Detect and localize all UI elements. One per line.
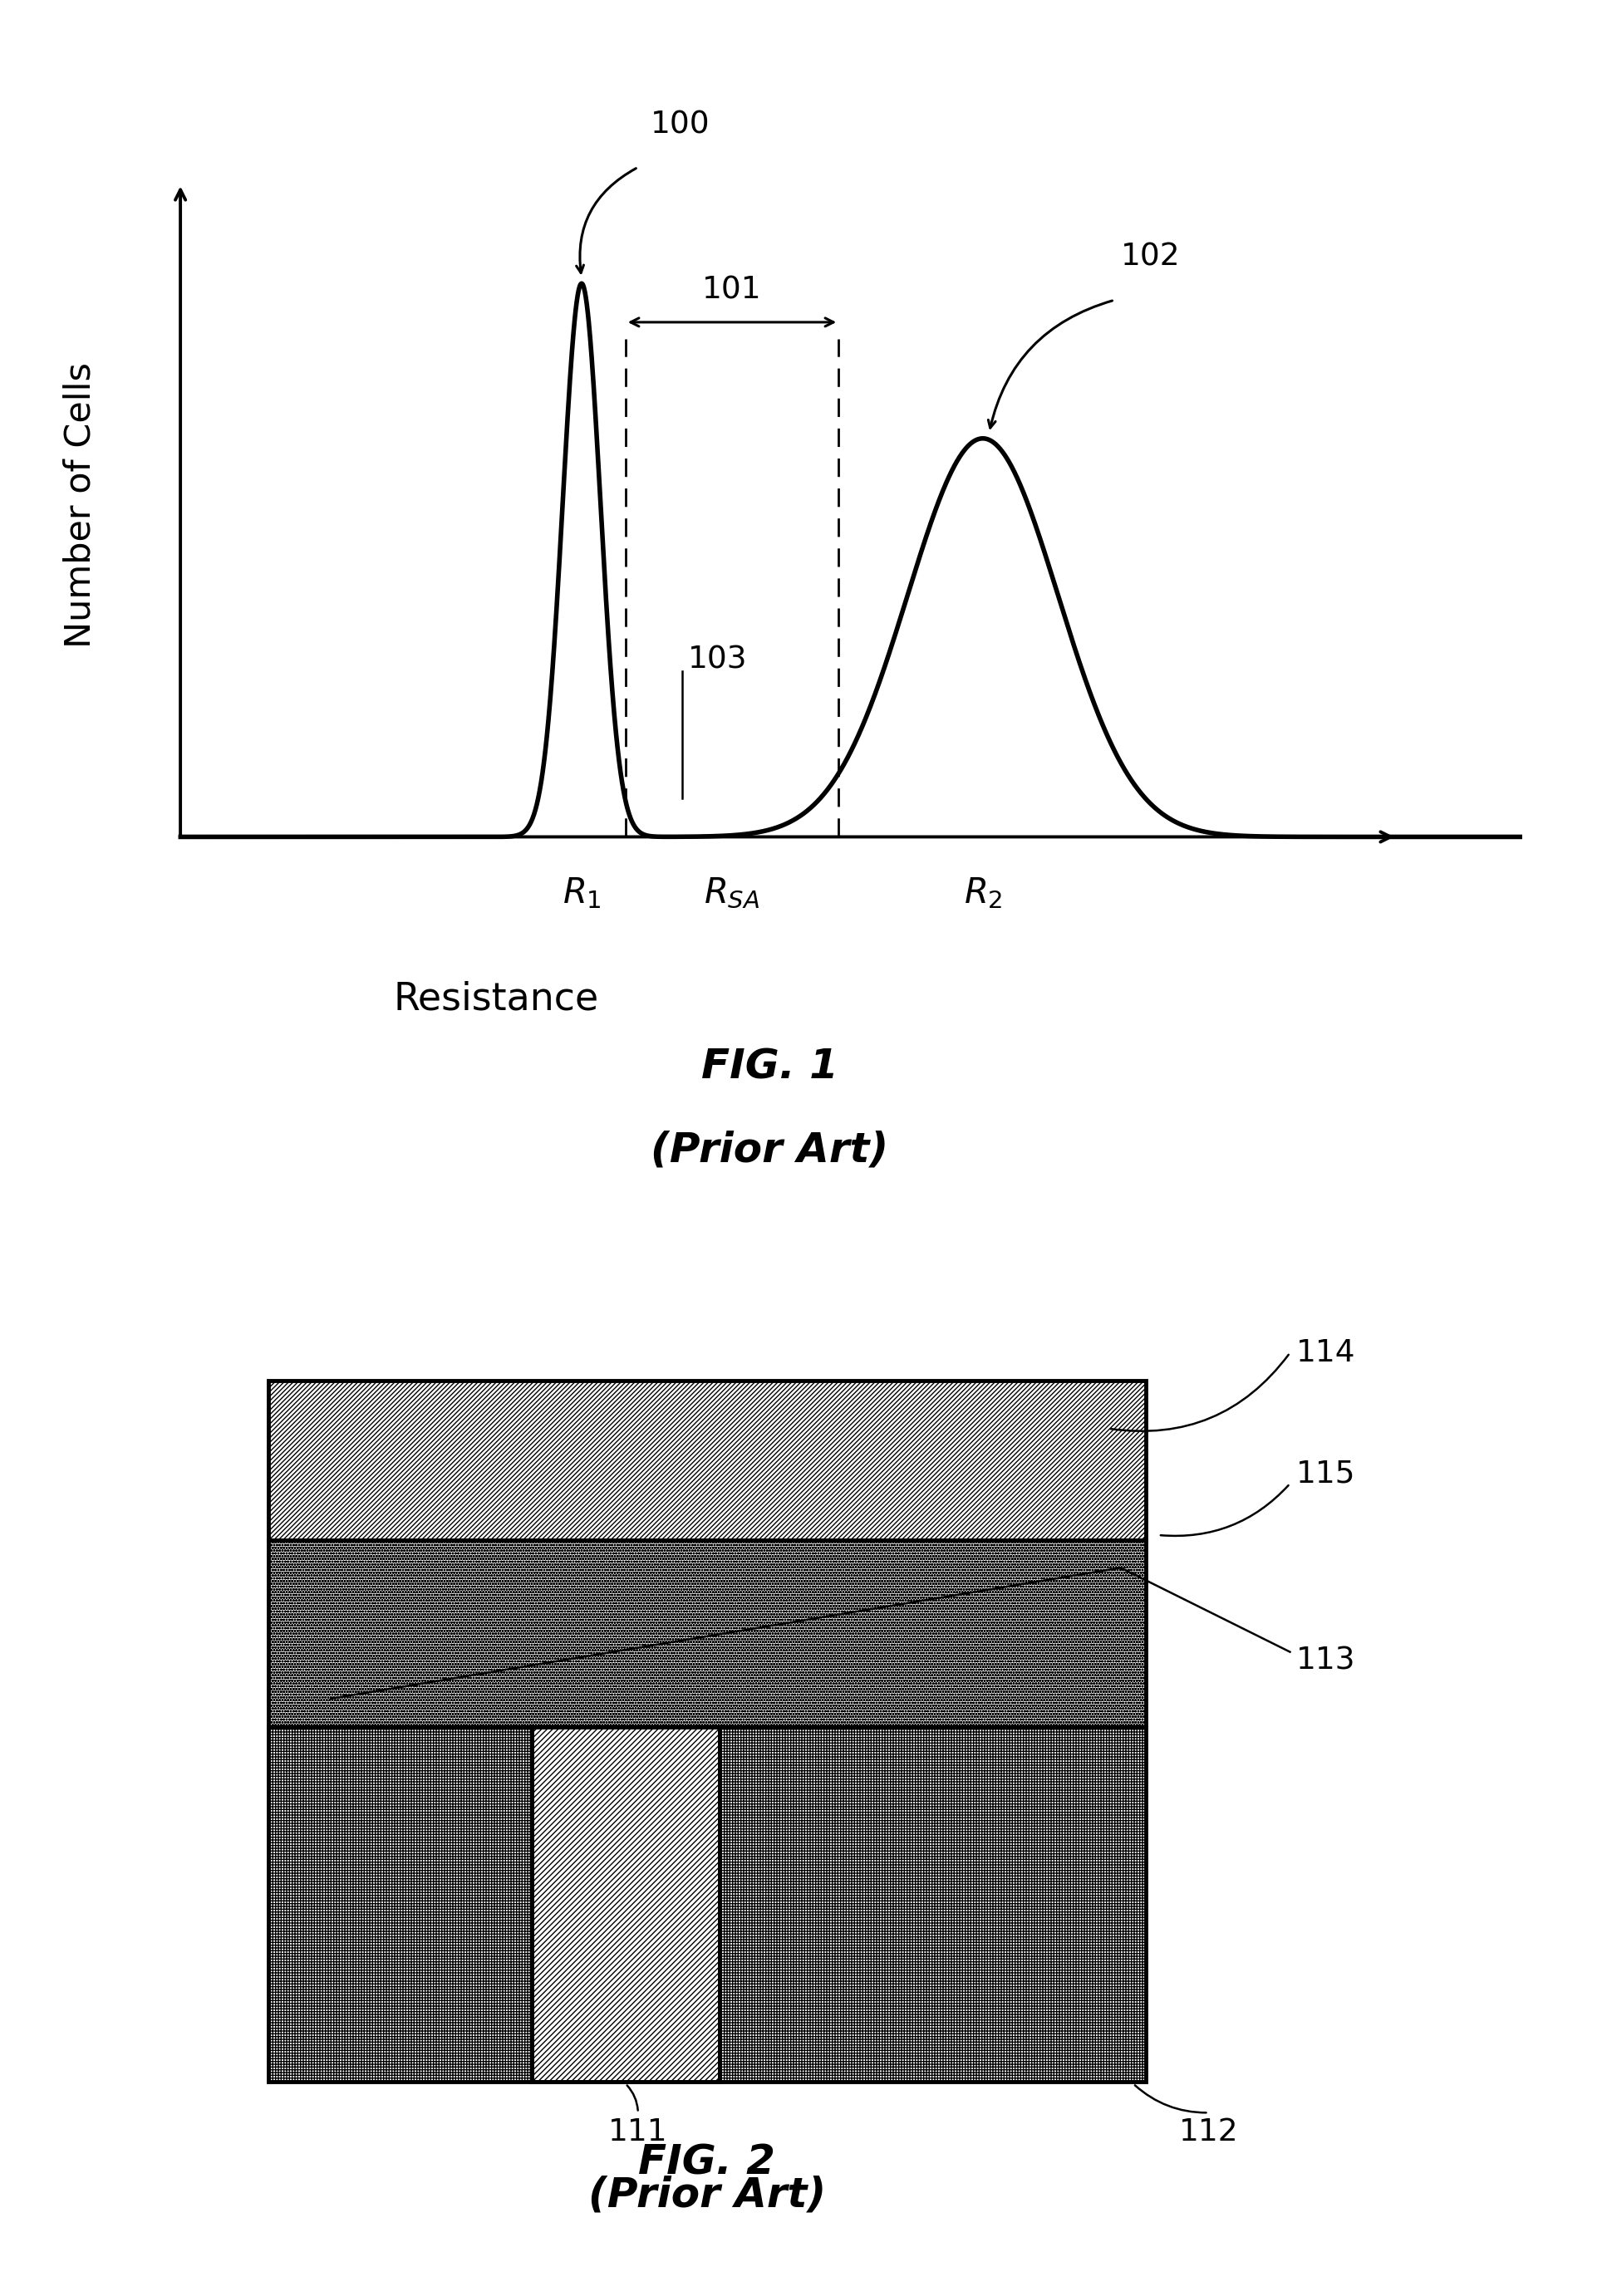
Text: 115: 115	[1296, 1460, 1355, 1490]
Text: 113: 113	[1296, 1646, 1355, 1676]
Text: 102: 102	[1121, 243, 1181, 273]
Text: 103: 103	[689, 645, 748, 675]
Text: FIG. 1: FIG. 1	[702, 1047, 838, 1086]
Text: 114: 114	[1296, 1339, 1355, 1368]
Text: $R_{SA}$: $R_{SA}$	[703, 875, 759, 912]
Bar	[532, 1727, 719, 2082]
Text: (Prior Art): (Prior Art)	[650, 1130, 889, 1171]
Text: FIG. 2: FIG. 2	[639, 2142, 775, 2183]
Text: 101: 101	[702, 276, 763, 305]
Text: 100: 100	[650, 110, 710, 140]
Bar	[268, 1380, 1145, 1541]
Text: 112: 112	[1179, 2117, 1238, 2147]
Text: (Prior Art): (Prior Art)	[588, 2174, 827, 2216]
Text: Resistance: Resistance	[394, 980, 599, 1017]
Text: $R_1$: $R_1$	[562, 875, 601, 912]
Bar	[268, 1380, 1145, 2082]
Text: 111: 111	[609, 2117, 668, 2147]
Text: $R_2$: $R_2$	[963, 875, 1003, 912]
Bar	[268, 1541, 1145, 1727]
Bar	[268, 1727, 1145, 2082]
Text: Number of Cells: Number of Cells	[62, 363, 98, 647]
